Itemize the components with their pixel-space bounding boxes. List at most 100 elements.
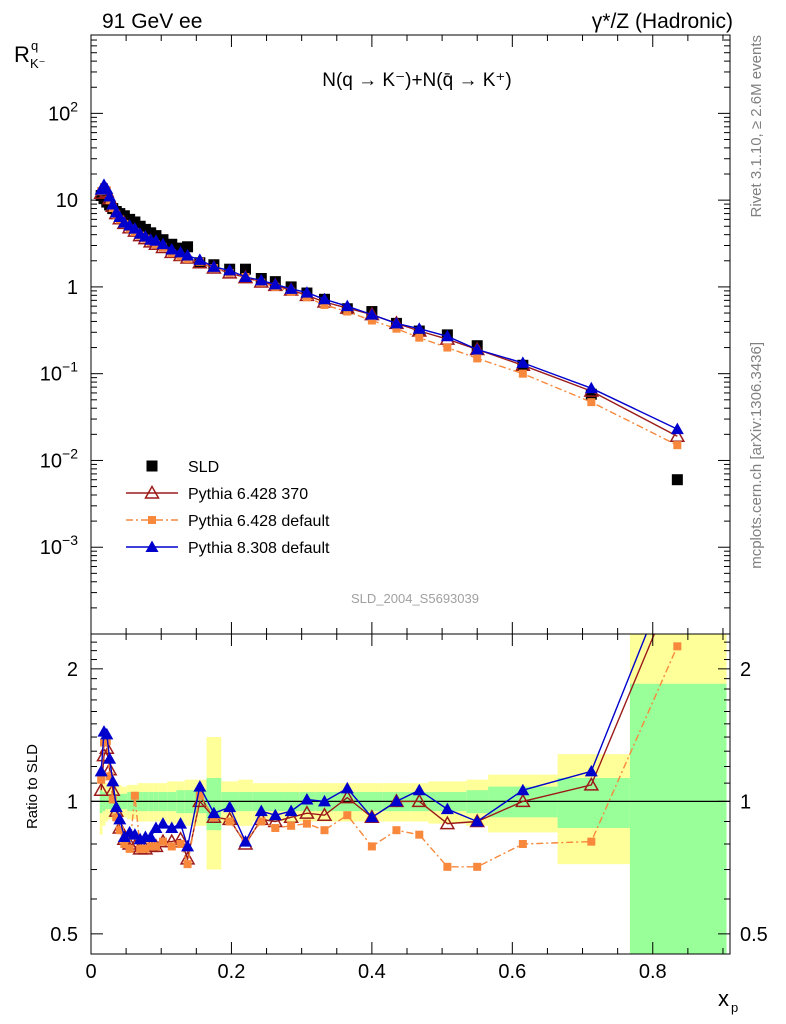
main-y-tick-exponent: 2 — [70, 98, 78, 114]
uncertainty-band-stat — [629, 683, 727, 954]
ratio-point-pythia-6-428-default — [176, 840, 185, 849]
data-point-pythia-8-308-default — [389, 316, 403, 329]
ratio-point-pythia-6-428-370 — [583, 776, 600, 791]
ratio-point-pythia-6-428-370 — [299, 805, 315, 819]
data-point-pythia-8-308-default — [470, 342, 484, 355]
data-point-pythia-8-308-default — [268, 277, 282, 290]
ratio-point-pythia-6-428-default — [136, 844, 145, 853]
legend-marker — [144, 484, 160, 499]
data-point-pythia-6-428-default — [415, 333, 424, 342]
ratio-point-pythia-6-428-default — [158, 837, 167, 846]
ratio-point-pythia-8-308-default — [181, 839, 195, 852]
ratio-point-pythia-6-428-default — [287, 821, 296, 830]
ratio-point-pythia-6-428-default — [343, 811, 352, 820]
ratio-point-pythia-6-428-default — [225, 817, 234, 826]
legend-label: SLD — [188, 459, 219, 476]
ratio-point-pythia-6-428-default — [587, 837, 596, 846]
ratio-point-pythia-8-308-default — [156, 817, 170, 829]
main-y-tick-exponent: −1 — [62, 359, 78, 375]
legend-marker — [145, 540, 159, 552]
main-y-tick-label: 10 — [56, 190, 78, 212]
ratio-point-pythia-6-428-default — [257, 817, 266, 826]
ratio-point-pythia-8-308-default — [300, 792, 314, 805]
ratio-point-pythia-6-428-default — [415, 830, 424, 839]
x-axis-label-sub: p — [731, 1000, 738, 1015]
main-y-tick-label: 102 — [48, 98, 78, 125]
legend-label: Pythia 8.308 default — [188, 540, 330, 557]
main-plot-title: N(q → K⁻)+N(q̄ → K⁺) — [322, 70, 512, 91]
data-point-pythia-8-308-default — [128, 222, 142, 234]
data-point-pythia-8-308-default — [317, 292, 331, 305]
main-y-tick-label: 10−3 — [40, 532, 78, 559]
ratio-point-pythia-6-428-default — [673, 642, 682, 651]
ratio-point-pythia-6-428-370 — [339, 789, 356, 804]
legend-marker — [148, 516, 156, 524]
data-point-pythia-6-428-default — [320, 300, 329, 309]
ratio-point-pythia-6-428-default — [320, 826, 329, 835]
main-y-tick-exponent: −2 — [62, 445, 78, 461]
data-point-pythia-6-428-default — [367, 316, 376, 325]
data-point-pythia-6-428-default — [443, 343, 452, 352]
data-point-pythia-6-428-default — [343, 307, 352, 316]
ratio-point-pythia-6-428-default — [195, 791, 204, 800]
ratio-point-pythia-6-428-default — [392, 826, 401, 835]
series-sld — [95, 190, 683, 486]
data-point-pythia-8-308-default — [165, 242, 179, 255]
main-y-axis-label-base: R — [14, 42, 30, 67]
ratio-point-pythia-8-308-default — [470, 814, 484, 827]
ratio-point-pythia-6-428-default — [167, 842, 176, 851]
ratio-point-pythia-8-308-default — [144, 830, 158, 842]
ratio-point-pythia-8-308-default — [238, 835, 252, 847]
ratio-point-pythia-8-308-default — [268, 808, 282, 821]
ratio-y-tick-label-right: 1 — [740, 791, 751, 813]
data-point-sld — [239, 263, 251, 275]
data-point-pythia-8-308-default — [584, 381, 598, 394]
data-point-pythia-6-428-default — [392, 324, 401, 333]
main-y-tick-label: 10−1 — [40, 359, 78, 386]
ratio-point-pythia-8-308-default — [193, 780, 207, 792]
data-point-pythia-6-428-default — [673, 441, 682, 450]
data-point-pythia-8-308-default — [181, 249, 195, 261]
x-tick-label: 0 — [85, 961, 96, 983]
ratio-y-tick-label: 0.5 — [50, 924, 78, 946]
x-tick-label: 0.8 — [639, 961, 667, 983]
data-point-pythia-8-308-default — [223, 263, 237, 276]
ratio-panel: 0.5 0.5 1 1 2 2 0 0.2 0.4 0.6 0.8 Ratio to SLD x p — [24, 633, 768, 1015]
data-point-pythia-8-308-default — [670, 422, 684, 435]
ratio-series-pythia-8-308-default — [94, 634, 648, 852]
ratio-point-pythia-6-428-default — [115, 826, 124, 835]
legend-label: Pythia 6.428 default — [188, 513, 330, 530]
ratio-point-pythia-6-428-370 — [439, 815, 456, 830]
ratio-point-pythia-6-428-370 — [96, 747, 112, 762]
ratio-point-pythia-6-428-default — [120, 840, 129, 849]
data-point-pythia-8-308-default — [238, 270, 252, 283]
ratio-point-pythia-8-308-default — [174, 817, 188, 829]
main-y-tick-label: 10−2 — [40, 445, 78, 472]
ratio-point-pythia-6-428-default — [473, 862, 482, 871]
legend-marker — [146, 460, 158, 472]
ratio-point-pythia-6-428-default — [183, 860, 192, 869]
main-y-tick-label: 1 — [67, 277, 78, 299]
data-point-pythia-6-428-default — [518, 369, 527, 378]
main-y-axis-label-sub: K⁻ — [30, 56, 46, 71]
data-point-sld — [671, 474, 683, 486]
ratio-point-pythia-8-308-default — [584, 764, 598, 777]
data-point-pythia-8-308-default — [254, 273, 268, 286]
ratio-plot-frame — [90, 633, 731, 955]
uncertainty-band-stat — [557, 777, 630, 828]
ratio-point-pythia-6-428-default — [443, 862, 452, 871]
main-y-tick-exponent: −3 — [62, 532, 78, 548]
ratio-point-pythia-6-428-370 — [93, 782, 109, 796]
x-tick-label: 0.4 — [358, 961, 386, 983]
ratio-point-pythia-6-428-default — [518, 840, 527, 849]
main-y-axis-label-sup: q — [31, 38, 38, 53]
ratio-point-pythia-8-308-default — [223, 800, 237, 813]
rivet-version-label: Rivet 3.1.10, ≥ 2.6M events — [748, 35, 765, 218]
ratio-point-pythia-8-308-default — [389, 794, 403, 807]
ratio-y-axis-label: Ratio to SLD — [24, 744, 41, 829]
series-pythia-8-308-default — [94, 178, 684, 435]
data-point-pythia-8-308-default — [516, 356, 530, 368]
ratio-point-pythia-6-428-default — [112, 813, 121, 822]
data-point-pythia-8-308-default — [207, 260, 221, 272]
ratio-point-pythia-6-428-default — [130, 791, 139, 800]
